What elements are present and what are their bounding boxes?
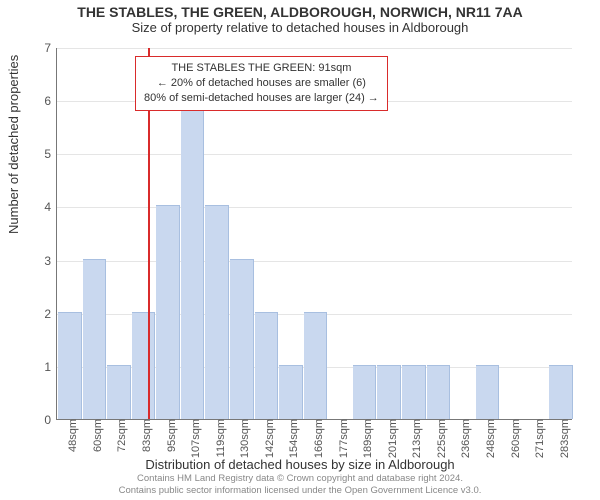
x-tick-label: 130sqm — [235, 419, 251, 458]
x-tick-label: 225sqm — [432, 419, 448, 458]
x-tick-label: 236sqm — [456, 419, 472, 458]
x-tick-label: 201sqm — [383, 419, 399, 458]
bar — [402, 365, 426, 419]
bar — [58, 312, 82, 419]
bar — [549, 365, 573, 419]
y-tick-label: 1 — [44, 360, 57, 374]
x-tick-label: 154sqm — [284, 419, 300, 458]
attribution-line-1: Contains HM Land Registry data © Crown c… — [0, 473, 600, 484]
gridline — [57, 48, 572, 49]
bar — [304, 312, 328, 419]
bar — [181, 99, 205, 419]
bar — [205, 205, 229, 419]
plot-area: 0123456748sqm60sqm72sqm83sqm95sqm107sqm1… — [56, 48, 572, 420]
x-tick-label: 119sqm — [211, 419, 227, 457]
bar — [132, 312, 156, 419]
plot: 0123456748sqm60sqm72sqm83sqm95sqm107sqm1… — [56, 48, 572, 420]
x-tick-label: 48sqm — [63, 419, 79, 452]
bar — [107, 365, 131, 419]
bar — [377, 365, 401, 419]
y-tick-label: 0 — [44, 413, 57, 427]
gridline — [57, 261, 572, 262]
x-axis-label: Distribution of detached houses by size … — [0, 457, 600, 472]
x-tick-label: 142sqm — [260, 419, 276, 458]
x-tick-label: 72sqm — [112, 419, 128, 452]
x-tick-label: 189sqm — [358, 419, 374, 458]
bar — [255, 312, 279, 419]
chart-container: THE STABLES, THE GREEN, ALDBOROUGH, NORW… — [0, 0, 600, 500]
bar — [353, 365, 377, 419]
x-tick-label: 166sqm — [309, 419, 325, 458]
chart-subtitle: Size of property relative to detached ho… — [0, 20, 600, 39]
x-tick-label: 95sqm — [162, 419, 178, 452]
annotation-line: THE STABLES THE GREEN: 91sqm — [144, 61, 379, 76]
bar — [427, 365, 451, 419]
y-tick-label: 3 — [44, 254, 57, 268]
x-tick-label: 60sqm — [88, 419, 104, 452]
y-axis-label: Number of detached properties — [6, 55, 21, 234]
x-tick-label: 271sqm — [530, 419, 546, 458]
annotation-box: THE STABLES THE GREEN: 91sqm← 20% of det… — [135, 56, 388, 111]
bar — [476, 365, 500, 419]
x-tick-label: 260sqm — [506, 419, 522, 458]
y-tick-label: 7 — [44, 41, 57, 55]
annotation-line: 80% of semi-detached houses are larger (… — [144, 91, 379, 106]
gridline — [57, 207, 572, 208]
annotation-line: ← 20% of detached houses are smaller (6) — [144, 76, 379, 91]
bar — [279, 365, 303, 419]
x-tick-label: 83sqm — [137, 419, 153, 452]
bar — [83, 259, 107, 419]
x-tick-label: 248sqm — [481, 419, 497, 458]
y-tick-label: 6 — [44, 94, 57, 108]
gridline — [57, 154, 572, 155]
bar — [156, 205, 180, 419]
attribution: Contains HM Land Registry data © Crown c… — [0, 471, 600, 500]
x-tick-label: 213sqm — [407, 419, 423, 458]
y-tick-label: 5 — [44, 147, 57, 161]
x-tick-label: 283sqm — [555, 419, 571, 458]
y-tick-label: 4 — [44, 200, 57, 214]
y-tick-label: 2 — [44, 307, 57, 321]
attribution-line-2: Contains public sector information licen… — [0, 485, 600, 496]
x-tick-label: 177sqm — [334, 419, 350, 458]
bar — [230, 259, 254, 419]
chart-title: THE STABLES, THE GREEN, ALDBOROUGH, NORW… — [0, 0, 600, 20]
x-tick-label: 107sqm — [186, 419, 202, 458]
